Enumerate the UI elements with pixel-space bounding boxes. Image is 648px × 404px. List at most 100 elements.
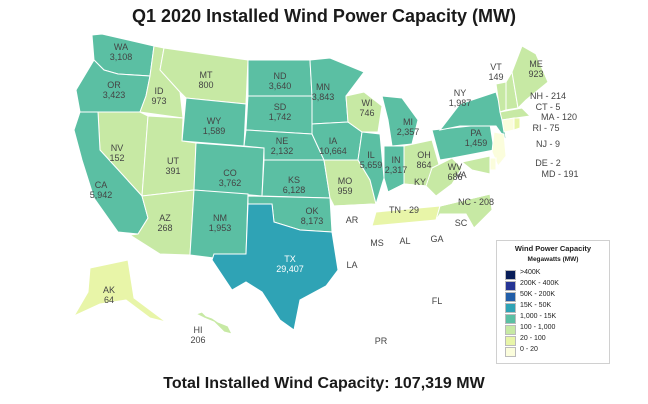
state-label-ks: KS [288,175,300,185]
state-label-al: AL [399,236,410,246]
state-label-pr: PR [375,336,388,346]
state-label-mo: MO [338,176,353,186]
state-value-wv: 686 [447,172,462,182]
state-MD [460,155,491,175]
state-PR [363,333,387,343]
state-label-in: IN [392,155,401,165]
state-DE [489,157,497,171]
state-label-md: MD - 191 [541,169,578,179]
state-value-az: 268 [157,223,172,233]
state-label-mn: MN [316,82,330,92]
state-label-nj: NJ - 9 [536,139,560,149]
state-value-wa: 3,108 [110,52,133,62]
state-label-tx: TX [284,254,296,264]
state-label-or: OR [107,80,121,90]
state-RI [513,117,521,131]
legend-swatch [505,270,516,280]
state-label-ga: GA [430,234,443,244]
state-label-nc: NC - 208 [458,197,494,207]
legend-label: 15K - 50K [520,302,552,309]
state-label-co: CO [223,168,237,178]
state-value-ak: 64 [104,295,114,305]
state-label-mt: MT [200,70,213,80]
legend-label: 1,000 - 15K [520,313,557,320]
state-CT [501,117,515,133]
state-MS [367,225,393,277]
state-value-mt: 800 [198,80,213,90]
state-value-ca: 5,942 [90,190,113,200]
state-label-ma: MA - 120 [541,112,577,122]
state-value-ut: 391 [165,166,180,176]
state-value-co: 3,762 [219,178,242,188]
state-label-ak: AK [103,285,115,295]
state-label-ne: NE [276,136,289,146]
state-label-az: AZ [159,213,171,223]
state-HI [194,311,233,335]
state-FL [397,271,477,337]
legend-label: 50K - 200K [520,291,556,298]
state-label-sc: SC [455,218,468,228]
state-IL [357,131,385,206]
state-value-oh: 864 [416,160,431,170]
state-label-ms: MS [370,238,384,248]
state-value-wy: 1,589 [203,126,226,136]
state-value-nd: 3,640 [269,81,292,91]
state-label-nh: NH - 214 [530,91,566,101]
state-value-ne: 2,132 [271,146,294,156]
state-value-ny: 1,987 [449,98,472,108]
state-value-nv: 152 [109,153,124,163]
state-label-wa: WA [114,42,128,52]
state-WI [345,91,383,133]
state-label-wv: WV [448,162,463,172]
state-MA [499,107,532,121]
state-label-il: IL [367,150,375,160]
state-label-ok: OK [305,206,318,216]
state-TX [211,203,339,331]
state-value-mn: 3,843 [312,92,335,102]
state-label-ut: UT [167,156,179,166]
legend-swatch [505,325,516,335]
legend-swatch [505,292,516,302]
legend-label: 20 - 100 [520,335,546,342]
state-AK [72,259,167,323]
state-value-il: 5,659 [360,160,383,170]
state-value-tx: 29,407 [276,264,304,274]
legend-subtitle: Megawatts (MW) [527,256,579,263]
state-value-in: 2,317 [385,165,408,175]
state-label-fl: FL [432,296,443,306]
state-label-nm: NM [213,213,227,223]
state-NC [435,193,493,229]
state-label-ia: IA [329,136,338,146]
state-label-ct: CT - 5 [536,102,561,112]
state-value-id: 973 [151,96,166,106]
map-title: Q1 2020 Installed Wind Power Capacity (M… [132,6,516,26]
state-value-ok: 8,173 [301,216,324,226]
state-label-ca: CA [95,180,108,190]
legend-swatch [505,347,516,357]
state-value-or: 3,423 [103,90,126,100]
legend-label: >400K [520,269,541,276]
legend-swatch [505,336,516,346]
state-ME [511,45,549,110]
state-GA [413,219,457,273]
legend-swatch [505,281,516,291]
state-label-vt: VT [490,62,502,72]
state-label-ny: NY [454,88,467,98]
state-label-me: ME [529,59,543,69]
state-label-wi: WI [362,98,373,108]
legend-title: Wind Power Capacity [514,244,592,253]
state-label-wy: WY [207,116,222,126]
legend-label: 0 - 20 [520,346,538,353]
state-label-de: DE - 2 [535,158,561,168]
state-value-mo: 959 [337,186,352,196]
state-value-ia: 10,664 [319,146,347,156]
state-label-sd: SD [274,102,287,112]
state-value-ks: 6,128 [283,185,306,195]
state-value-mi: 2,357 [397,127,420,137]
state-label-hi: HI [194,325,203,335]
state-label-ar: AR [346,215,359,225]
state-value-nm: 1,953 [209,223,232,233]
state-label-mi: MI [403,117,413,127]
map-legend: Wind Power Capacity Megawatts (MW) >400K… [496,240,610,364]
